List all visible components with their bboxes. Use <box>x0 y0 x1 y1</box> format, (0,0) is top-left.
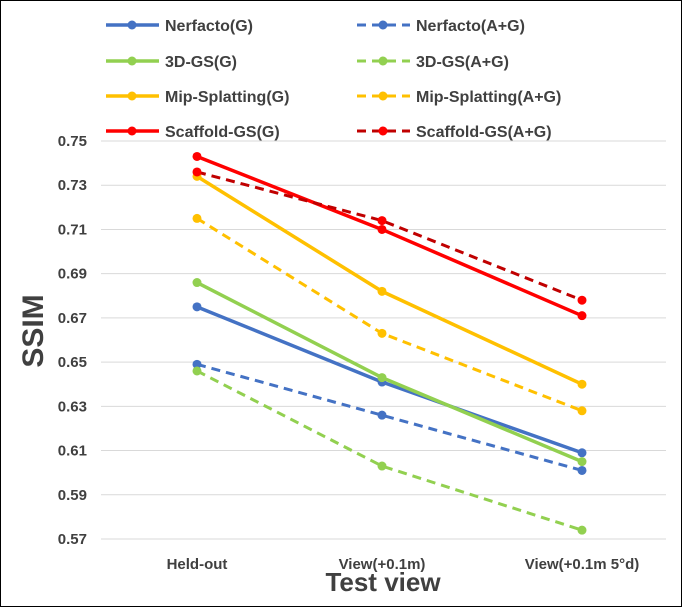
data-point <box>377 328 387 338</box>
y-tick-label: 0.65 <box>58 354 87 371</box>
series-nerfacto-a-g- <box>192 359 587 475</box>
series-mip-splatting-g- <box>192 171 587 389</box>
legend-marker <box>378 20 388 30</box>
legend-label: Nerfacto(G) <box>165 18 253 35</box>
series-line <box>196 174 583 386</box>
series-line <box>196 369 583 532</box>
series-mip-splatting-a-g- <box>192 213 587 416</box>
x-axis-title: Test view <box>325 567 441 597</box>
data-point <box>577 406 587 416</box>
data-point <box>577 379 587 389</box>
legend-entry: Nerfacto(A+G) <box>357 18 525 35</box>
series-line <box>196 154 583 318</box>
legend-entry: Scaffold-GS(A+G) <box>357 124 552 141</box>
data-point <box>577 465 587 475</box>
data-point <box>577 448 587 458</box>
data-point <box>377 216 387 226</box>
data-point <box>377 286 387 296</box>
legend-entry: Nerfacto(G) <box>106 18 253 35</box>
x-category-label: Held-out <box>167 556 228 573</box>
legend-marker <box>127 126 137 136</box>
data-point <box>377 224 387 234</box>
y-axis-ticks: 0.57 0.59 0.61 0.63 0.65 0.67 0.69 0.71 0.73 0.75 <box>58 133 87 548</box>
series-lines <box>192 151 587 535</box>
data-point <box>192 213 202 223</box>
y-tick-label: 0.57 <box>58 531 87 548</box>
y-tick-label: 0.63 <box>58 398 87 415</box>
data-point <box>192 366 202 376</box>
legend-marker <box>378 56 388 66</box>
legend-label: Nerfacto(A+G) <box>416 18 525 35</box>
x-category-label: View(+0.1m 5°d) <box>525 556 640 573</box>
y-axis-title: SSIM <box>17 294 50 367</box>
legend-label: Mip-Splatting(A+G) <box>416 89 561 106</box>
data-point <box>192 278 202 288</box>
series-scaffold-gs-g- <box>192 151 587 321</box>
data-point <box>577 311 587 321</box>
data-point <box>377 461 387 471</box>
legend-marker <box>127 20 137 30</box>
legend-label: Mip-Splatting(G) <box>165 89 289 106</box>
x-axis-categories: Held-out View(+0.1m) View(+0.1m 5°d) <box>167 556 640 573</box>
legend-entry: 3D-GS(A+G) <box>357 54 509 71</box>
y-tick-label: 0.59 <box>58 487 87 504</box>
series-line <box>196 280 583 464</box>
series-line <box>196 170 583 302</box>
legend-entry: Scaffold-GS(G) <box>106 124 280 141</box>
y-tick-label: 0.67 <box>58 310 87 327</box>
data-point <box>192 359 202 369</box>
legend: Nerfacto(G) Nerfacto(A+G) 3D-GS(G) 3D-GS(A+… <box>106 18 561 141</box>
legend-marker <box>378 91 388 101</box>
legend-marker <box>127 56 137 66</box>
data-point <box>577 457 587 467</box>
data-point <box>577 295 587 305</box>
gridlines <box>101 140 666 540</box>
legend-entry: Mip-Splatting(G) <box>106 89 289 106</box>
data-point <box>192 302 202 312</box>
data-point <box>377 373 387 383</box>
x-category-label: View(+0.1m) <box>339 556 426 573</box>
series-line <box>196 362 583 472</box>
y-tick-label: 0.75 <box>58 133 87 150</box>
series-3d-gs-g- <box>192 278 587 467</box>
data-point <box>377 410 387 420</box>
legend-label: 3D-GS(G) <box>165 54 237 71</box>
y-tick-label: 0.61 <box>58 443 87 460</box>
y-tick-label: 0.69 <box>58 266 87 283</box>
legend-entry: Mip-Splatting(A+G) <box>357 89 561 106</box>
legend-entry: 3D-GS(G) <box>106 54 237 71</box>
legend-marker <box>127 91 137 101</box>
data-point <box>192 151 202 161</box>
legend-label: Scaffold-GS(G) <box>165 124 280 141</box>
legend-marker <box>378 126 388 136</box>
legend-label: Scaffold-GS(A+G) <box>416 124 552 141</box>
data-point <box>192 167 202 177</box>
data-point <box>577 525 587 535</box>
y-tick-label: 0.71 <box>58 221 87 238</box>
series-3d-gs-a-g- <box>192 366 587 535</box>
series-scaffold-gs-a-g- <box>192 167 587 305</box>
y-tick-label: 0.73 <box>58 177 87 194</box>
legend-label: 3D-GS(A+G) <box>416 54 509 71</box>
